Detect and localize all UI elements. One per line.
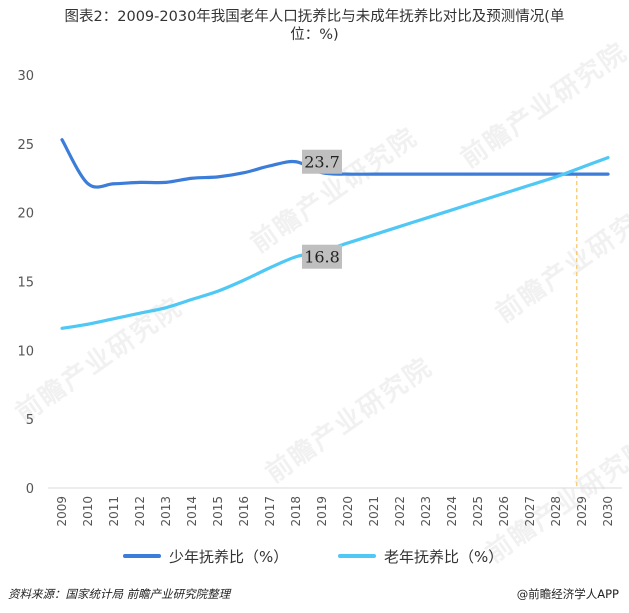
x-tick-label: 2023 xyxy=(419,496,433,527)
y-tick-label: 25 xyxy=(17,138,34,153)
chart-title-line1: 图表2：2009-2030年我国老年人口抚养比与未成年抚养比对比及预测情况(单 xyxy=(64,9,565,25)
y-tick-label: 10 xyxy=(17,344,34,359)
brand-label: @前瞻经济学人APP xyxy=(516,587,619,601)
x-tick-label: 2024 xyxy=(445,496,459,527)
data-label: 16.8 xyxy=(304,248,340,267)
chart-title-line2: 位：%) xyxy=(290,27,339,43)
x-tick-label: 2014 xyxy=(185,496,199,527)
y-tick-label: 5 xyxy=(26,413,34,428)
data-label-box xyxy=(302,149,342,174)
x-tick-label: 2012 xyxy=(133,496,147,527)
x-tick-label: 2013 xyxy=(159,496,173,527)
y-tick-label: 0 xyxy=(26,482,34,497)
x-tick-label: 2021 xyxy=(367,496,381,527)
series-line-1 xyxy=(60,138,610,189)
y-tick-label: 30 xyxy=(17,69,34,84)
x-tick-label: 2017 xyxy=(263,496,277,527)
x-tick-label: 2010 xyxy=(81,496,95,527)
y-tick-label: 20 xyxy=(17,207,34,222)
x-tick-label: 2026 xyxy=(497,496,511,527)
x-tick-label: 2020 xyxy=(341,496,355,527)
x-tick-label: 2015 xyxy=(211,496,225,527)
data-label-box xyxy=(302,244,342,269)
x-tick-label: 2030 xyxy=(601,496,615,527)
data-label: 23.7 xyxy=(304,153,340,172)
source-note: 资料来源：国家统计局 前瞻产业研究院整理 xyxy=(8,587,231,601)
x-tick-label: 2029 xyxy=(575,496,589,527)
x-tick-label: 2025 xyxy=(471,496,485,527)
x-tick-label: 2022 xyxy=(393,496,407,527)
x-tick-label: 2018 xyxy=(289,496,303,527)
legend-label: 老年抚养比（%） xyxy=(384,548,503,566)
legend-label: 少年抚养比（%） xyxy=(169,548,288,566)
y-tick-label: 15 xyxy=(17,276,34,291)
x-tick-label: 2009 xyxy=(55,496,69,527)
x-tick-label: 2016 xyxy=(237,496,251,527)
x-tick-label: 2027 xyxy=(523,496,537,527)
x-tick-label: 2019 xyxy=(315,496,329,527)
x-tick-label: 2011 xyxy=(107,496,121,527)
chart-title: 图表2：2009-2030年我国老年人口抚养比与未成年抚养比对比及预测情况(单 … xyxy=(0,8,629,44)
x-tick-label: 2028 xyxy=(549,496,563,527)
